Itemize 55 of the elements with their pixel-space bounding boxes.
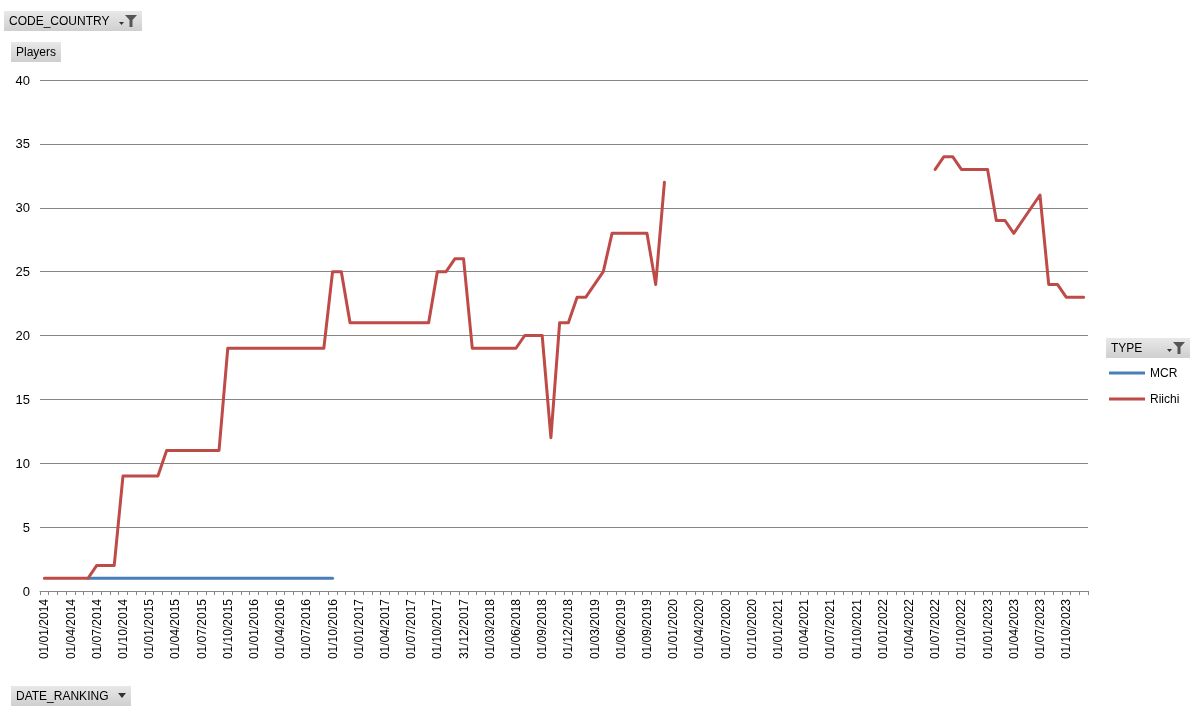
x-tick-label: 01/09/2018: [535, 598, 550, 660]
x-tick-label: 31/12/2017: [456, 598, 471, 660]
x-tick-label: 01/01/2017: [351, 598, 366, 660]
x-tick-label: 01/07/2014: [89, 598, 104, 660]
x-tick-label: 01/10/2021: [849, 598, 864, 660]
y-tick-label: 20: [15, 328, 30, 343]
y-tick-label: 25: [15, 264, 30, 280]
x-tick-label: 01/10/2023: [1059, 598, 1074, 660]
x-tick-label: 01/01/2022: [875, 598, 890, 660]
y-tick-label: 15: [15, 391, 30, 407]
x-tick-label: 01/07/2017: [404, 598, 419, 660]
x-tick-label: 01/01/2014: [37, 598, 52, 660]
x-tick-label: 01/04/2020: [692, 598, 707, 660]
x-tick-label: 01/07/2020: [718, 598, 733, 660]
legend-label: Riichi: [1150, 392, 1180, 406]
x-tick-label: 01/10/2016: [325, 598, 340, 660]
x-tick-label: 01/09/2019: [639, 598, 654, 660]
x-tick-label: 01/10/2020: [744, 598, 759, 660]
x-tick-label: 01/07/2016: [299, 598, 314, 660]
x-tick-label: 01/06/2019: [613, 598, 628, 660]
x-tick-label: 01/10/2014: [115, 598, 130, 660]
x-axis-title: DATE_RANKING: [16, 689, 109, 703]
y-tick-label: 10: [15, 455, 30, 471]
x-tick-label: 01/04/2014: [63, 598, 78, 660]
x-tick-label: 01/10/2015: [220, 598, 235, 660]
y-axis-title: Players: [16, 45, 57, 59]
legend-title: TYPE: [1111, 341, 1143, 355]
y-tick-label: 5: [22, 519, 30, 535]
x-tick-label: 01/04/2021: [797, 598, 812, 660]
x-tick-label: 01/04/2016: [273, 598, 288, 660]
x-tick-label: 01/07/2022: [928, 598, 943, 660]
x-tick-label: 01/04/2015: [168, 598, 183, 660]
x-tick-label: 01/06/2018: [508, 598, 523, 660]
x-tick-label: 01/12/2018: [561, 598, 576, 660]
x-tick-label: 01/07/2023: [1032, 598, 1047, 660]
x-tick-label: 01/10/2022: [954, 598, 969, 660]
x-tick-label: 01/07/2015: [194, 598, 209, 660]
y-tick-label: 0: [22, 583, 30, 599]
x-tick-label: 01/10/2017: [430, 598, 445, 660]
x-tick-label: 01/01/2015: [142, 598, 157, 660]
x-tick-label: 01/03/2019: [587, 598, 602, 660]
text: CODE_COUNTRY: [9, 14, 110, 28]
y-tick-label: 40: [15, 72, 30, 88]
legend-label: MCR: [1150, 366, 1178, 380]
x-tick-label: 01/04/2023: [1006, 598, 1021, 660]
x-tick-label: 01/03/2018: [482, 598, 497, 660]
x-tick-label: 01/01/2023: [980, 598, 995, 660]
x-tick-label: 01/04/2017: [377, 598, 392, 660]
x-tick-label: 01/01/2021: [770, 598, 785, 660]
x-tick-label: 01/01/2016: [246, 598, 261, 660]
y-tick-label: 35: [15, 136, 30, 152]
x-tick-label: 01/04/2022: [901, 598, 916, 660]
x-tick-label: 01/01/2020: [666, 598, 681, 660]
x-tick-label: 01/07/2021: [823, 598, 838, 660]
y-tick-label: 30: [15, 200, 30, 216]
